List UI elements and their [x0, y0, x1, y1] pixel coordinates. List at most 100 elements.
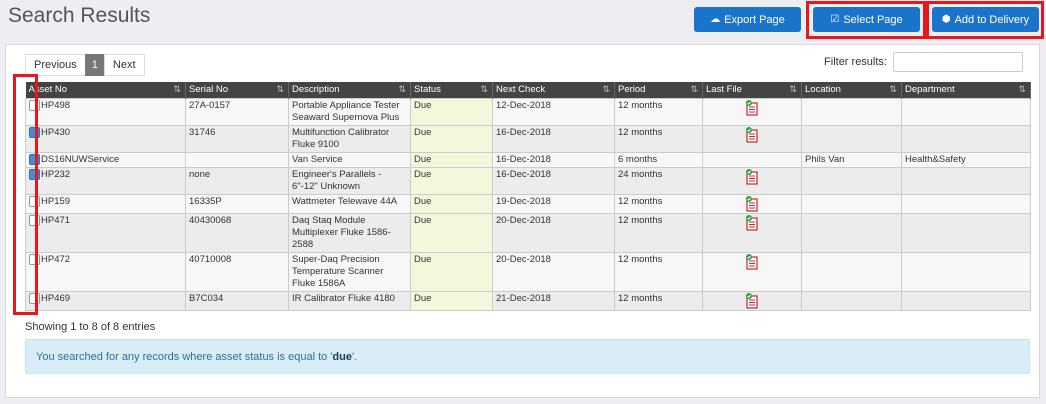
- asset-no-cell: HP471: [25, 212, 186, 253]
- status-cell: Due: [410, 151, 493, 168]
- column-header-label: Status: [414, 84, 441, 96]
- next-cell: 16-Dec-2018: [492, 151, 615, 168]
- search-info-alert: You searched for any records where asset…: [25, 339, 1030, 374]
- table-row[interactable]: HP498 27A-0157 Portable Appliance Tester S…: [25, 97, 1031, 126]
- asset-no-link[interactable]: HP498: [41, 99, 71, 111]
- next-cell: 16-Dec-2018: [492, 166, 615, 195]
- table-row[interactable]: DS16NUWService Van Service Due 16-Dec-2018 6…: [25, 151, 1031, 168]
- table-header-row: Asset No ⇅ Serial No ⇅ Description ⇅ Status ⇅ Ne…: [25, 82, 1031, 98]
- select-page-button[interactable]: ☑ Select Page: [813, 7, 920, 32]
- asset-no-cell: HP498: [25, 97, 186, 126]
- asset-no-link[interactable]: HP430: [41, 126, 71, 138]
- location-cell: [801, 193, 902, 214]
- status-cell: Due: [410, 290, 493, 311]
- last-file-cell: [702, 97, 802, 126]
- column-header-status[interactable]: Status ⇅: [410, 82, 493, 98]
- add-to-delivery-button[interactable]: ⬢ Add to Delivery: [932, 7, 1039, 32]
- filter-label: Filter results:: [824, 56, 887, 68]
- table-row[interactable]: HP469 B7C034 IR Calibrator Fluke 4180 Due 21…: [25, 290, 1031, 311]
- sort-icon: ⇅: [480, 84, 488, 94]
- asset-no-link[interactable]: HP472: [41, 253, 71, 265]
- column-header-location[interactable]: Location ⇅: [801, 82, 902, 98]
- asset-no-link[interactable]: HP232: [41, 168, 71, 180]
- page-1-button[interactable]: 1: [84, 54, 105, 76]
- file-check-icon[interactable]: [745, 214, 759, 231]
- period-cell: 12 months: [614, 290, 703, 311]
- table-row[interactable]: HP430 31746 Multifunction Calibrator Fluke…: [25, 124, 1031, 153]
- column-header-last-file[interactable]: Last File ⇅: [702, 82, 802, 98]
- status-cell: Due: [410, 97, 493, 126]
- file-check-icon[interactable]: [745, 99, 759, 116]
- file-check-icon[interactable]: [745, 292, 759, 309]
- table-row[interactable]: HP232 none Engineer's Parallels - 6"-12" U…: [25, 166, 1031, 195]
- row-checkbox[interactable]: [29, 126, 40, 138]
- next-cell: 12-Dec-2018: [492, 97, 615, 126]
- row-checkbox[interactable]: [29, 214, 40, 226]
- column-header-label: Next Check: [496, 84, 546, 96]
- asset-no-link[interactable]: HP471: [41, 214, 71, 226]
- export-page-button[interactable]: ☁ Export Page: [694, 7, 801, 32]
- asset-no-cell: HP469: [25, 290, 186, 311]
- column-header-asset-no[interactable]: Asset No ⇅: [25, 82, 186, 98]
- serial-cell: 27A-0157: [185, 97, 289, 126]
- table-row[interactable]: HP159 16335P Wattmeter Telewave 44A Due 19-D…: [25, 193, 1031, 214]
- location-cell: [801, 124, 902, 153]
- row-checkbox[interactable]: [29, 153, 40, 165]
- file-check-icon[interactable]: [745, 126, 759, 143]
- desc-cell: IR Calibrator Fluke 4180: [288, 290, 411, 311]
- desc-cell: Portable Appliance Tester Seaward Supern…: [288, 97, 411, 126]
- row-checkbox[interactable]: [29, 195, 40, 207]
- file-check-icon[interactable]: [745, 253, 759, 270]
- filter-input[interactable]: [893, 52, 1023, 72]
- row-checkbox[interactable]: [29, 253, 40, 265]
- column-header-label: Last File: [706, 84, 742, 96]
- column-header-label: Department: [905, 84, 955, 96]
- next-cell: 20-Dec-2018: [492, 251, 615, 292]
- column-header-next-check[interactable]: Next Check ⇅: [492, 82, 615, 98]
- row-checkbox[interactable]: [29, 168, 40, 180]
- desc-cell: Multifunction Calibrator Fluke 9100: [288, 124, 411, 153]
- dept-cell: [901, 251, 1031, 292]
- column-header-label: Serial No: [189, 84, 229, 96]
- table-row[interactable]: HP471 40430068 Daq Staq Module Multiplexer…: [25, 212, 1031, 253]
- dept-cell: [901, 193, 1031, 214]
- sort-icon: ⇅: [889, 84, 897, 94]
- asset-no-link[interactable]: HP159: [41, 195, 71, 207]
- status-cell: Due: [410, 212, 493, 253]
- column-header-label: Location: [805, 84, 841, 96]
- add-to-delivery-label: Add to Delivery: [954, 13, 1030, 26]
- desc-cell: Engineer's Parallels - 6"-12" Unknown: [288, 166, 411, 195]
- asset-no-link[interactable]: HP469: [41, 292, 71, 304]
- period-cell: 12 months: [614, 124, 703, 153]
- column-header-period[interactable]: Period ⇅: [614, 82, 703, 98]
- table-row[interactable]: HP472 40710008 Super-Daq Precision Tempera…: [25, 251, 1031, 292]
- table-body: HP498 27A-0157 Portable Appliance Tester S…: [25, 97, 1031, 311]
- row-checkbox[interactable]: [29, 292, 40, 304]
- sort-icon: ⇅: [1018, 84, 1026, 94]
- cloud-download-icon: ☁: [710, 14, 721, 25]
- last-file-cell: [702, 290, 802, 311]
- column-header-label: Description: [292, 84, 340, 96]
- period-cell: 12 months: [614, 212, 703, 253]
- period-cell: 12 months: [614, 193, 703, 214]
- next-page-button[interactable]: Next: [103, 54, 145, 76]
- last-file-cell: [702, 251, 802, 292]
- column-header-department[interactable]: Department ⇅: [901, 82, 1031, 98]
- location-cell: Phils Van: [801, 151, 902, 168]
- filter-group: Filter results:: [824, 52, 1023, 72]
- sort-icon: ⇅: [789, 84, 797, 94]
- dept-cell: [901, 166, 1031, 195]
- status-cell: Due: [410, 166, 493, 195]
- location-cell: [801, 251, 902, 292]
- file-check-icon[interactable]: [745, 168, 759, 185]
- column-header-serial-no[interactable]: Serial No ⇅: [185, 82, 289, 98]
- row-checkbox[interactable]: [29, 99, 40, 111]
- period-cell: 12 months: [614, 251, 703, 292]
- previous-page-button[interactable]: Previous: [25, 54, 86, 76]
- next-cell: 20-Dec-2018: [492, 212, 615, 253]
- check-square-icon: ☑: [830, 14, 840, 25]
- file-check-icon[interactable]: [745, 195, 759, 212]
- location-cell: [801, 290, 902, 311]
- asset-no-link[interactable]: DS16NUWService: [41, 153, 120, 165]
- column-header-description[interactable]: Description ⇅: [288, 82, 411, 98]
